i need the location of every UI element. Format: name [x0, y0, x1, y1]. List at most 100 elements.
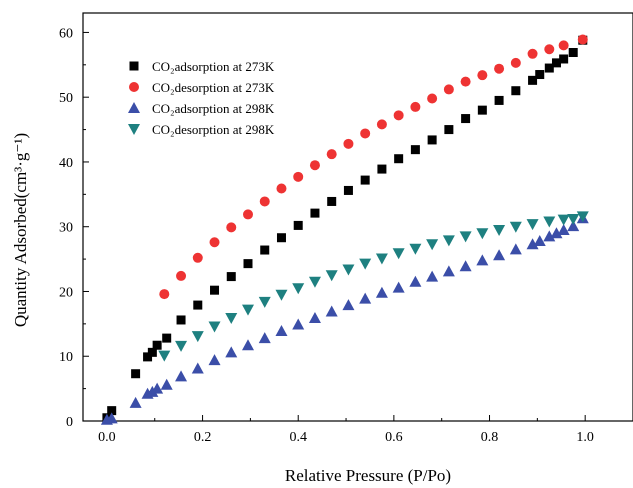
data-point — [259, 196, 270, 207]
data-point — [325, 305, 338, 317]
x-tick-label: 0.6 — [385, 430, 403, 445]
x-tick-label: 0.4 — [289, 430, 307, 445]
legend-marker — [128, 124, 140, 135]
data-point — [326, 149, 337, 160]
data-point — [393, 110, 404, 121]
data-point — [459, 260, 472, 272]
data-point — [477, 105, 487, 115]
data-point — [528, 75, 538, 85]
data-point — [193, 300, 203, 310]
y-tick-label: 10 — [59, 350, 73, 365]
data-point — [444, 125, 454, 135]
data-point — [209, 237, 220, 248]
data-point — [275, 324, 288, 336]
data-point — [493, 249, 506, 261]
legend-label: CO₂desorption at 298K — [152, 122, 275, 137]
data-point — [342, 264, 355, 276]
data-point — [192, 252, 203, 263]
data-point — [394, 154, 404, 164]
data-point — [409, 243, 422, 255]
data-point — [392, 281, 405, 293]
data-point — [243, 209, 253, 220]
data-point — [376, 119, 387, 130]
y-tick-label: 50 — [59, 91, 73, 106]
legend-label: CO₂adsorption at 298K — [152, 101, 275, 116]
data-point — [476, 254, 489, 266]
data-point — [426, 239, 439, 251]
data-point — [243, 259, 253, 269]
data-point — [107, 406, 117, 416]
data-point — [292, 318, 305, 330]
y-tick-label: 60 — [59, 26, 73, 41]
data-point — [427, 93, 438, 104]
data-point — [567, 213, 580, 225]
data-point — [276, 233, 286, 243]
data-point — [260, 245, 270, 255]
data-point — [494, 63, 505, 74]
data-point — [327, 196, 337, 206]
data-point — [544, 44, 555, 55]
data-point — [152, 340, 162, 350]
data-point — [377, 164, 387, 174]
data-point — [359, 258, 372, 270]
data-point — [175, 340, 188, 352]
data-point — [543, 216, 556, 228]
x-tick-label: 0.0 — [98, 430, 116, 445]
x-tick-label: 0.2 — [194, 430, 212, 445]
legend-label: CO₂adsorption at 273K — [152, 59, 275, 74]
legend-marker — [128, 102, 140, 113]
data-point — [176, 315, 186, 325]
data-point — [275, 289, 288, 301]
data-point — [308, 312, 321, 324]
plot-frame — [82, 12, 633, 422]
data-point — [129, 396, 142, 408]
data-point — [225, 313, 238, 325]
data-point — [325, 270, 338, 282]
data-point — [258, 296, 271, 308]
data-point — [175, 370, 188, 382]
data-point — [442, 235, 455, 247]
data-point — [176, 270, 187, 281]
y-tick-label: 20 — [59, 285, 73, 300]
data-point — [208, 321, 221, 333]
data-point — [293, 171, 304, 182]
data-point — [533, 234, 546, 246]
data-point — [309, 160, 320, 171]
data-point — [509, 221, 522, 233]
data-point — [527, 48, 538, 59]
data-point — [409, 275, 422, 287]
data-point — [359, 292, 372, 304]
data-point — [543, 230, 556, 242]
y-tick-label: 40 — [59, 156, 73, 171]
data-point — [442, 265, 455, 277]
data-point — [557, 223, 570, 235]
tick-labels: 0.0 0.2 0.4 0.6 0.8 1.0 0 10 20 30 40 50 60 — [59, 26, 594, 445]
series-triangle-up — [100, 212, 589, 425]
data-point — [343, 185, 353, 195]
data-point — [493, 224, 506, 236]
legend: CO₂adsorption at 273K CO₂desorption at 27… — [128, 59, 275, 137]
data-point — [310, 208, 320, 218]
data-point — [225, 346, 238, 358]
data-point — [226, 222, 237, 233]
x-tick-label: 0.8 — [481, 430, 499, 445]
data-point — [526, 219, 539, 231]
data-point — [559, 54, 569, 64]
data-point — [146, 385, 159, 397]
data-point — [577, 34, 588, 45]
data-point — [557, 214, 570, 226]
data-point — [576, 211, 589, 223]
data-point — [242, 339, 254, 351]
data-point — [159, 289, 170, 300]
data-point — [226, 272, 236, 282]
data-point — [360, 175, 370, 185]
data-point — [242, 304, 254, 316]
data-point — [292, 283, 305, 295]
y-tick-label: 30 — [59, 221, 73, 236]
data-point — [143, 352, 153, 362]
data-point — [147, 347, 157, 357]
data-point — [191, 331, 204, 343]
data-point — [460, 76, 471, 87]
data-point — [105, 412, 118, 424]
